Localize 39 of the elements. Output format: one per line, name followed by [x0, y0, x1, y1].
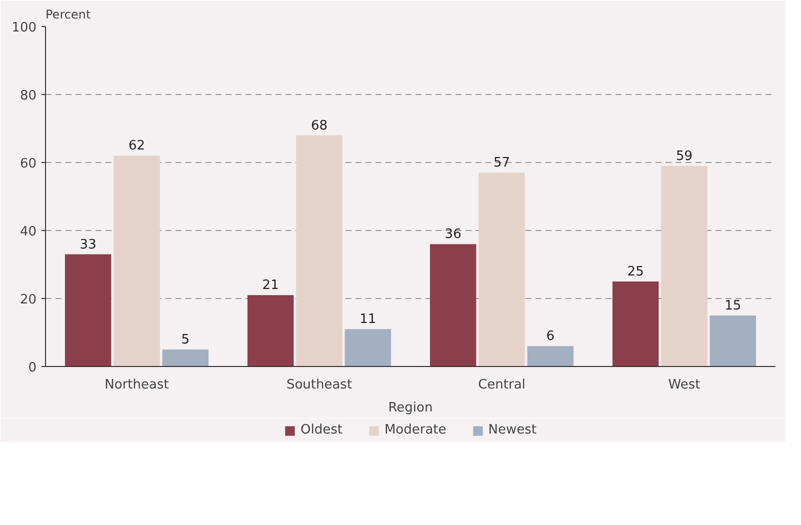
- bar: [710, 316, 756, 366]
- y-tick-label: 0: [28, 360, 37, 376]
- y-tick-label: 20: [20, 292, 37, 308]
- legend-label: Newest: [488, 422, 537, 438]
- bar: [661, 166, 708, 366]
- data-label: 36: [444, 227, 462, 242]
- bar: [247, 295, 294, 366]
- bar: [344, 329, 392, 366]
- bar: [162, 350, 209, 366]
- x-tick-label: Southeast: [286, 378, 352, 392]
- bar: [64, 254, 112, 366]
- data-label: 15: [724, 298, 742, 314]
- data-label: 62: [128, 138, 146, 154]
- bar: [296, 135, 342, 366]
- y-axis-title: Percent: [46, 8, 91, 22]
- x-tick-label: West: [668, 378, 700, 392]
- x-tick-label: Central: [478, 378, 526, 392]
- data-label: 68: [310, 118, 328, 134]
- y-tick-label: 60: [20, 156, 37, 172]
- y-tick-label: 80: [20, 88, 37, 104]
- bar: [527, 346, 574, 366]
- bar: [612, 282, 659, 366]
- y-tick-label: 40: [20, 224, 37, 240]
- legend-label: Moderate: [384, 422, 446, 438]
- legend-label: Oldest: [300, 422, 342, 438]
- data-label: 11: [360, 312, 376, 328]
- data-label: 21: [262, 278, 279, 294]
- bar: [478, 172, 525, 366]
- y-tick-label: 100: [12, 20, 37, 36]
- x-axis-title: Region: [388, 400, 433, 416]
- data-label: 25: [627, 264, 644, 280]
- data-label: 6: [546, 329, 555, 344]
- bar: [430, 244, 476, 366]
- x-tick-label: Northeast: [104, 378, 169, 392]
- bar: [114, 156, 160, 366]
- data-label: 59: [676, 148, 693, 164]
- data-label: 33: [80, 237, 96, 252]
- data-label: 57: [493, 156, 510, 171]
- data-label: 5: [181, 332, 190, 348]
